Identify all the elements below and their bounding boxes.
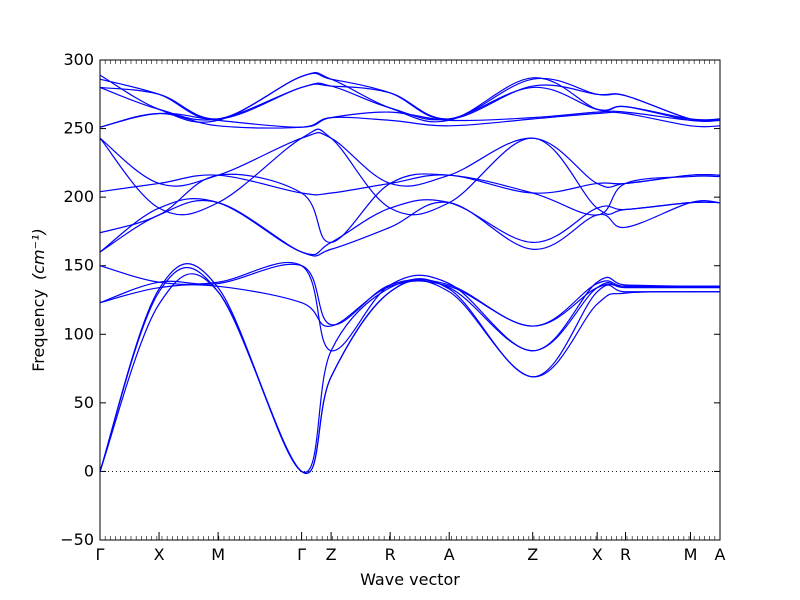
plot-frame [99, 59, 721, 541]
band-11 [99, 132, 721, 188]
x-tick-label: A [715, 545, 726, 564]
band-6 [99, 261, 721, 352]
y-tick-label: 300 [63, 50, 94, 69]
x-tick-label: M [684, 545, 698, 564]
x-tick-label: X [154, 545, 165, 564]
band-1 [99, 273, 721, 474]
x-tick-label: X [592, 545, 603, 564]
series-layer [99, 71, 721, 474]
band-13 [99, 111, 721, 129]
band-18 [99, 71, 721, 123]
y-axis-label: Frequency (cm⁻¹) [29, 228, 48, 371]
y-tick-label: 200 [63, 187, 94, 206]
band-9 [99, 173, 721, 244]
x-axis-label: Wave vector [360, 570, 460, 589]
y-tick-label: 150 [63, 256, 94, 275]
x-tick-label: Γ [96, 545, 105, 564]
band-16 [99, 83, 721, 122]
x-tick-label: R [620, 545, 631, 564]
y-tick-label: 50 [74, 393, 94, 412]
y-axis-label-unit: (cm⁻¹) [29, 228, 48, 280]
y-axis: −50 0 50 100 150 200 250 300 [60, 50, 720, 549]
x-tick-label: Z [326, 545, 337, 564]
band-3 [99, 263, 720, 473]
x-tick-label: M [211, 545, 225, 564]
band-12 [99, 128, 721, 216]
y-tick-label: 0 [84, 461, 94, 480]
band-5 [99, 263, 720, 327]
y-tick-label: 100 [63, 324, 94, 343]
x-tick-label: Γ [297, 545, 306, 564]
y-tick-label: 250 [63, 119, 94, 138]
y-axis-label-text: Frequency [29, 289, 48, 372]
band-10 [99, 173, 721, 196]
x-tick-label: A [444, 545, 455, 564]
band-17 [99, 72, 721, 122]
band-2 [99, 266, 720, 474]
x-tick-label: Z [527, 545, 538, 564]
x-tick-label: R [385, 545, 396, 564]
y-tick-label: −50 [60, 530, 94, 549]
